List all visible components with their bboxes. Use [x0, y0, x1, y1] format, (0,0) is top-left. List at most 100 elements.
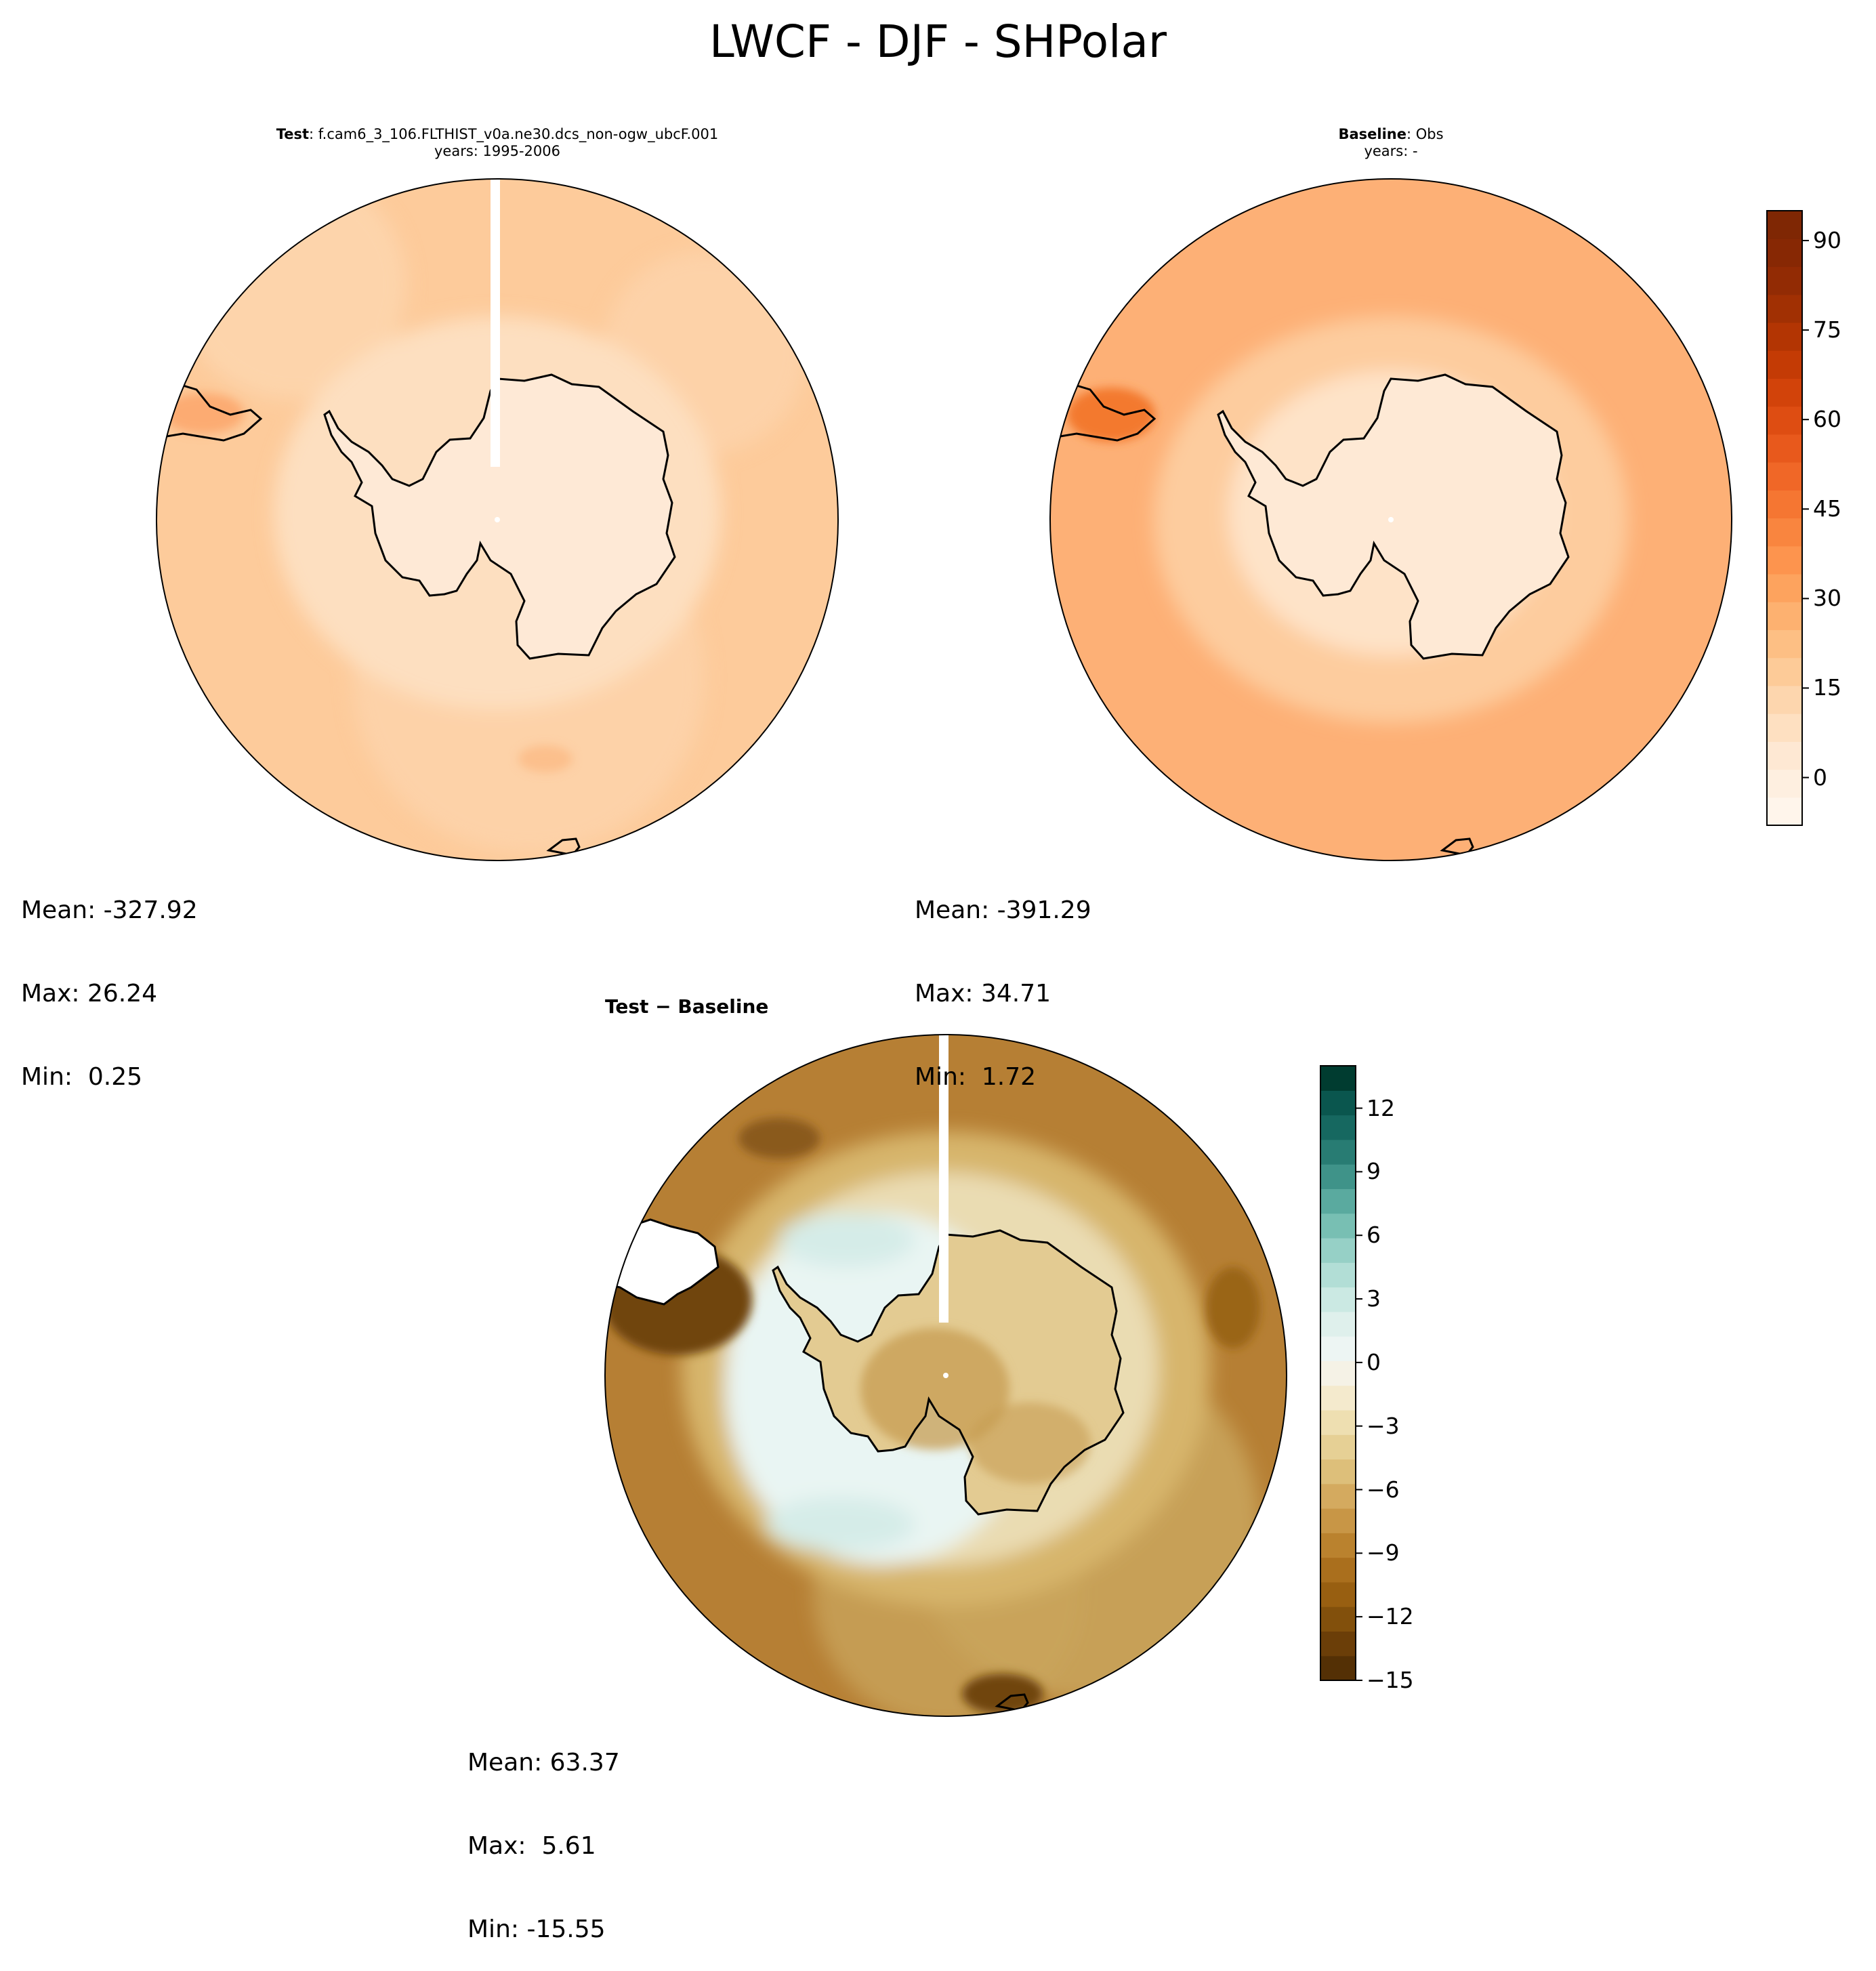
diff-colorbar-segment [1320, 1459, 1356, 1485]
baseline-colorbar-tick-label: 75 [1813, 316, 1841, 344]
baseline-colorbar-segment [1767, 378, 1802, 407]
diff-colorbar-segment [1320, 1287, 1356, 1312]
baseline-colorbar-tick-label: 60 [1813, 406, 1841, 433]
diff-colorbar-segment [1320, 1262, 1356, 1288]
diff-colorbar-tick-label: 0 [1367, 1348, 1381, 1375]
diff-colorbar-segment [1320, 1483, 1356, 1509]
diff-colorbar-segment [1320, 1361, 1356, 1386]
baseline-colorbar-segment [1767, 629, 1802, 659]
baseline-colorbar-segment [1767, 350, 1802, 379]
baseline-title-rest: : Obs [1406, 126, 1444, 142]
diff-colorbar-tick-label: −3 [1367, 1412, 1400, 1439]
diff-colorbar-segment [1320, 1311, 1356, 1337]
baseline-colorbar-tick-label: 30 [1813, 585, 1841, 612]
baseline-colorbar-segment [1767, 322, 1802, 351]
baseline-colorbar-segment [1767, 490, 1802, 519]
baseline-colorbar-tick-label: 0 [1813, 764, 1827, 791]
diff-colorbar-segment [1320, 1581, 1356, 1607]
test-dateline-gap [491, 179, 500, 467]
baseline-colorbar-tick-label: 45 [1813, 495, 1841, 522]
diff-colorbar-tick-label: −9 [1367, 1539, 1400, 1567]
baseline-panel-title: Baseline: Obs years: - [1120, 126, 1662, 160]
baseline-colorbar-segment [1767, 462, 1802, 491]
diff-colorbar-segment [1320, 1213, 1356, 1239]
diff-colorbar-tick-label: 6 [1367, 1222, 1381, 1249]
baseline-years: years: - [1364, 143, 1418, 159]
figure-title: LWCF - DJF - SHPolar [709, 16, 1167, 68]
diff-colorbar-segment [1320, 1434, 1356, 1460]
test-panel-title: Test: f.cam6_3_106.FLTHIST_v0a.ne30.dcs_… [226, 126, 768, 160]
diff-colorbar-tick-label: 3 [1367, 1285, 1381, 1312]
test-mean: Mean: -327.92 [21, 896, 198, 924]
diff-colorbar-tick-label: −15 [1367, 1667, 1414, 1693]
baseline-colorbar-segment [1767, 545, 1802, 575]
diff-colorbar-segment [1320, 1606, 1356, 1632]
baseline-colorbar-segment [1767, 434, 1802, 463]
baseline-title-bold: Baseline [1338, 126, 1406, 142]
baseline-colorbar-segment [1767, 602, 1802, 631]
diff-stats: Mean: 63.37 Max: 5.61 Min: -15.55 [467, 1693, 620, 1971]
diff-colorbar-segment [1320, 1139, 1356, 1165]
diff-colorbar-segment [1320, 1164, 1356, 1189]
diff-mean: Mean: 63.37 [467, 1749, 620, 1777]
baseline-colorbar-tick-label: 15 [1813, 674, 1841, 701]
diff-panel-title: Test − Baseline [605, 995, 769, 1018]
test-stats: Mean: -327.92 Max: 26.24 Min: 0.25 [21, 841, 198, 1119]
baseline-colorbar-tick-label: 90 [1813, 227, 1841, 254]
test-title-rest: : f.cam6_3_106.FLTHIST_v0a.ne30.dcs_non-… [309, 126, 719, 142]
diff-colorbar-segment [1320, 1385, 1356, 1411]
test-max: Max: 26.24 [21, 980, 158, 1008]
baseline-field-peninsula-high [1067, 388, 1155, 442]
baseline-stats: Mean: -391.29 Max: 34.71 Min: 1.72 [915, 841, 1091, 1119]
figure-canvas [156, 178, 1809, 1717]
test-min: Min: 0.25 [21, 1063, 143, 1091]
baseline-colorbar-segment [1767, 713, 1802, 742]
baseline-max: Max: 34.71 [915, 980, 1051, 1008]
baseline-colorbar-segment [1767, 741, 1802, 770]
baseline-map [1050, 179, 1732, 860]
baseline-colorbar-segment [1767, 406, 1802, 435]
diff-colorbar-tick-label: −6 [1367, 1476, 1400, 1503]
baseline-colorbar-segment [1767, 266, 1802, 295]
baseline-colorbar [1766, 210, 1809, 826]
diff-colorbar-tick-label: 12 [1367, 1094, 1395, 1121]
diff-colorbar-segment [1320, 1115, 1356, 1140]
diff-dateline-gap [939, 1035, 949, 1323]
test-map-border [156, 178, 839, 861]
baseline-colorbar-segment [1767, 518, 1802, 547]
baseline-mean: Mean: -391.29 [915, 896, 1091, 924]
diff-max: Max: 5.61 [467, 1832, 596, 1860]
diff-colorbar-segment [1320, 1655, 1356, 1681]
test-title-bold: Test [276, 126, 310, 142]
baseline-colorbar-segment [1767, 238, 1802, 268]
test-years: years: 1995-2006 [434, 143, 560, 159]
diff-colorbar-segment [1320, 1188, 1356, 1214]
baseline-colorbar-segment [1767, 573, 1802, 602]
baseline-colorbar-frame [1766, 210, 1803, 826]
diff-colorbar-tick-label: 9 [1367, 1158, 1381, 1185]
diff-colorbar-segment [1320, 1336, 1356, 1361]
baseline-map-border [1049, 178, 1732, 861]
baseline-colorbar-segment [1767, 657, 1802, 686]
diff-colorbar-segment [1320, 1533, 1356, 1558]
diff-colorbar-segment [1320, 1237, 1356, 1263]
diff-colorbar-segment [1320, 1066, 1356, 1091]
baseline-colorbar-segment [1767, 211, 1802, 239]
diff-colorbar [1320, 1065, 1362, 1681]
diff-colorbar-segment [1320, 1557, 1356, 1583]
baseline-min: Min: 1.72 [915, 1063, 1037, 1091]
baseline-colorbar-segment [1767, 685, 1802, 714]
diff-colorbar-segment [1320, 1508, 1356, 1533]
diff-map-border [604, 1034, 1287, 1717]
diff-colorbar-segment [1320, 1409, 1356, 1435]
diff-colorbar-segment [1320, 1631, 1356, 1657]
diff-map [605, 1035, 1287, 1716]
diff-colorbar-tick-label: −12 [1367, 1603, 1414, 1630]
baseline-south-america-coast [1050, 382, 1156, 442]
baseline-colorbar-segment [1767, 769, 1802, 798]
test-map [157, 179, 838, 860]
diff-min: Min: -15.55 [467, 1915, 606, 1943]
baseline-colorbar-segment [1767, 797, 1802, 826]
diff-colorbar-segment [1320, 1090, 1356, 1116]
test-field-peninsula-high [163, 393, 244, 434]
